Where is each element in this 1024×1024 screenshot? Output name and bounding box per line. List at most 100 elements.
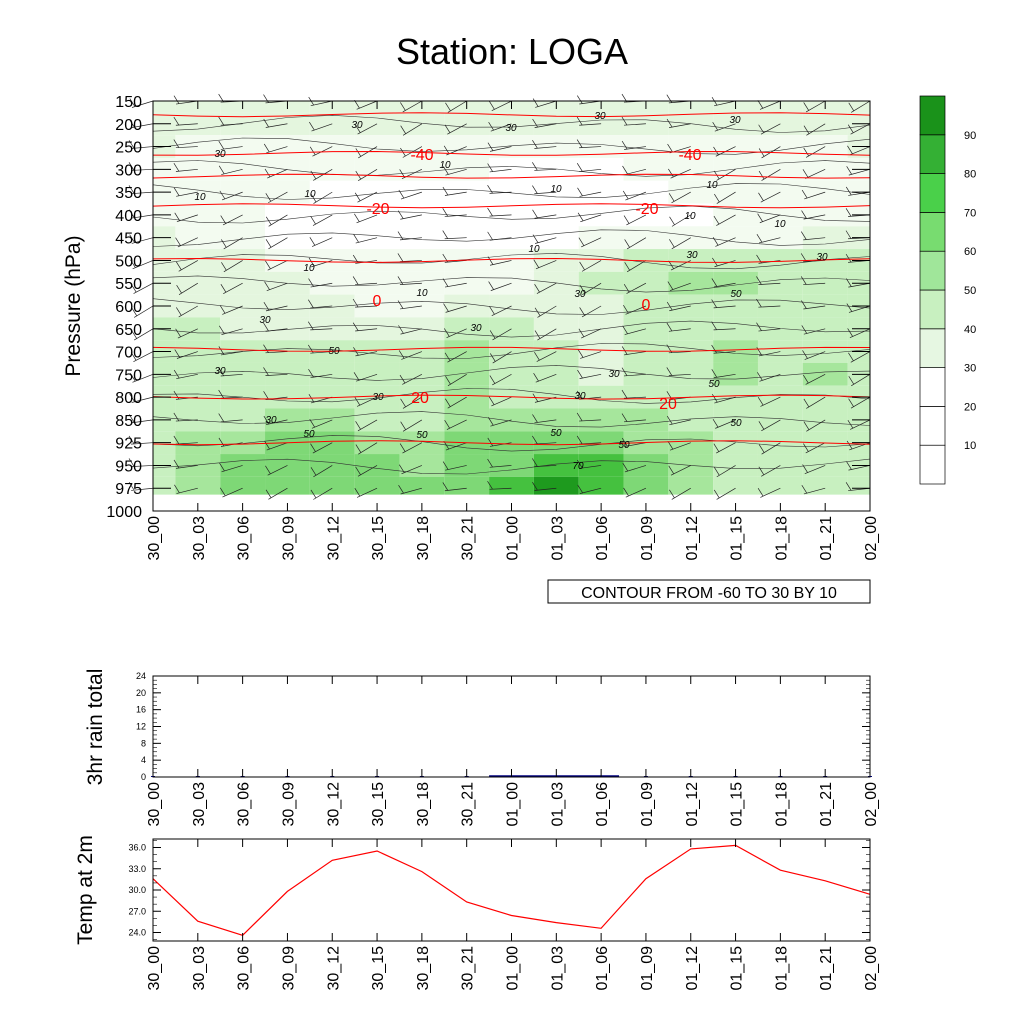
contour-label: 30 xyxy=(214,149,226,160)
pressure-tick-label: 700 xyxy=(115,345,142,362)
temperature-isotherm xyxy=(153,173,870,179)
wind-barb xyxy=(400,123,423,136)
rain-tick-label: 8 xyxy=(141,738,146,748)
humidity-cell xyxy=(578,454,624,477)
pressure-tick-label: 850 xyxy=(115,413,142,430)
contour-label: 10 xyxy=(439,160,451,171)
wind-barb xyxy=(265,191,288,204)
pressure-tick-label: 650 xyxy=(115,322,142,339)
colorbar: 10 20 30 40 50 60 70 80 90 xyxy=(919,95,976,485)
contour-label: 50 xyxy=(303,429,315,440)
wind-barb xyxy=(129,98,154,108)
wind-barb xyxy=(847,123,871,135)
time-tick-label: 30_15 xyxy=(370,946,387,991)
time-tick-label: 01_00 xyxy=(505,782,522,827)
wind-barb xyxy=(534,351,557,362)
wind-barb xyxy=(669,237,691,250)
time-tick-label: 30_21 xyxy=(460,946,477,991)
colorbar-label: 30 xyxy=(964,363,976,375)
humidity-cell xyxy=(309,476,355,495)
wind-barb xyxy=(354,487,378,498)
wind-barb xyxy=(803,442,826,454)
colorbar-label: 60 xyxy=(964,246,976,258)
wind-barb xyxy=(310,442,333,454)
contour-line xyxy=(153,435,870,452)
contour-label: 10 xyxy=(550,184,562,195)
wind-barb xyxy=(310,487,333,500)
contour-label: 30 xyxy=(608,369,620,380)
cross-section-panel: -40 -40 -20 -20 0 0 20 20 30 30 30 30 30 10 10 10 10 10 10… xyxy=(62,93,880,604)
wind-barb xyxy=(803,100,826,113)
wind-barb xyxy=(532,98,557,108)
wind-barb xyxy=(354,123,378,135)
wind-barb xyxy=(669,214,691,227)
time-tick-label: 30_15 xyxy=(370,516,387,561)
wind-barb xyxy=(623,487,647,498)
wind-barb xyxy=(218,367,243,377)
wind-barb xyxy=(265,214,288,227)
wind-barb xyxy=(353,372,378,382)
contour-line xyxy=(153,114,870,133)
wind-barb xyxy=(264,168,288,179)
contour-line xyxy=(153,388,870,404)
time-tick-label: 01_15 xyxy=(729,946,746,991)
wind-barb xyxy=(263,322,288,332)
humidity-cell xyxy=(444,476,490,495)
wind-barb xyxy=(488,396,512,407)
wind-barb xyxy=(220,282,243,294)
wind-barb xyxy=(711,278,736,288)
wind-barb xyxy=(669,487,691,500)
wind-barb xyxy=(622,165,647,175)
time-tick-label: 02_00 xyxy=(863,782,880,827)
wind-barb xyxy=(801,484,826,495)
wind-barb xyxy=(578,328,602,339)
wind-barb xyxy=(713,214,736,226)
wind-barb xyxy=(803,396,826,409)
wind-barb xyxy=(532,414,557,424)
wind-barb xyxy=(444,351,467,363)
humidity-cell xyxy=(489,454,534,477)
wind-barb xyxy=(848,374,871,387)
rain-axis-label: 3hr rain total xyxy=(84,669,107,786)
wind-barb xyxy=(846,166,871,176)
wind-barb xyxy=(174,349,198,359)
wind-barb xyxy=(221,260,243,273)
wind-barb xyxy=(803,374,826,385)
wind-barb xyxy=(444,396,467,409)
wind-barb xyxy=(711,299,736,309)
contour-line xyxy=(153,160,870,177)
pressure-tick-label: 800 xyxy=(115,390,142,407)
wind-barb xyxy=(532,481,557,491)
pressure-tick-label: 1000 xyxy=(106,504,142,521)
wind-barb xyxy=(803,123,826,136)
wind-barb xyxy=(263,367,288,376)
humidity-cell xyxy=(354,226,400,250)
contour-line xyxy=(153,458,870,475)
wind-barb xyxy=(398,350,423,360)
temp-tick-label: 27.0 xyxy=(128,906,146,916)
humidity-cell xyxy=(489,476,534,495)
wind-barb xyxy=(578,237,602,248)
wind-barb xyxy=(577,187,602,197)
humidity-cell xyxy=(220,454,266,477)
wind-barb xyxy=(442,461,467,471)
wind-barb xyxy=(173,163,198,172)
time-tick-label: 30_21 xyxy=(460,516,477,561)
time-tick-label: 30_18 xyxy=(415,946,432,991)
humidity-cell xyxy=(757,226,803,250)
wind-barb xyxy=(397,276,422,285)
colorbar-label: 50 xyxy=(964,285,976,297)
time-tick-label: 02_00 xyxy=(863,946,880,991)
time-tick-label: 01_03 xyxy=(549,946,566,991)
humidity-cell xyxy=(265,476,310,495)
time-tick-label: 01_18 xyxy=(773,946,790,991)
wind-barb xyxy=(310,465,333,478)
contour-label: 30 xyxy=(574,289,586,300)
humidity-cell xyxy=(489,112,534,136)
wind-barb xyxy=(847,419,871,430)
contour-label: 30 xyxy=(574,391,586,402)
colorbar-swatch xyxy=(919,444,946,485)
wind-barb xyxy=(488,122,512,132)
wind-barb xyxy=(487,163,512,173)
